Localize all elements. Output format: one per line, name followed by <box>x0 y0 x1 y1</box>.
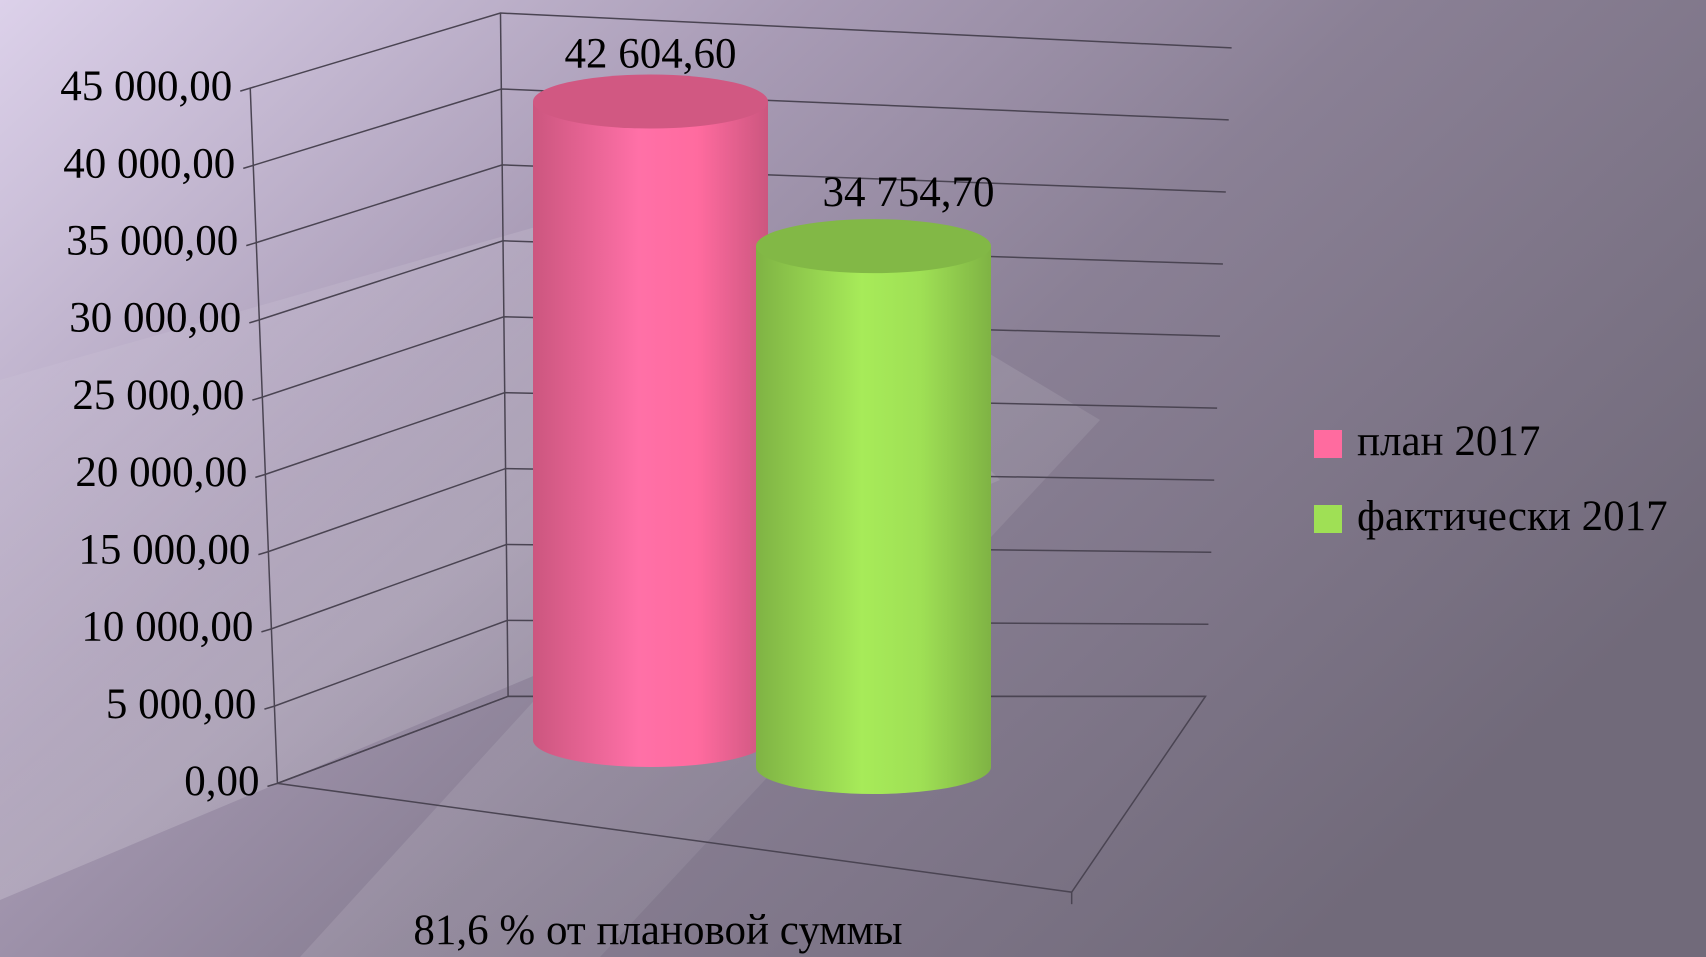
y-tick-label: 0,00 <box>184 758 259 805</box>
grid-line <box>246 164 1226 247</box>
cylinder-body <box>533 101 768 767</box>
y-tick-label: 45 000,00 <box>60 63 232 110</box>
y-tick-label: 15 000,00 <box>78 526 250 573</box>
cylinder <box>756 219 991 794</box>
grid-line <box>243 88 1229 170</box>
y-tick-label: 20 000,00 <box>75 449 247 496</box>
y-tick-label: 10 000,00 <box>81 604 253 651</box>
x-axis-label: 81,6 % от плановой суммы <box>413 907 902 954</box>
data-label: 34 754,70 <box>823 169 995 216</box>
y-tick-label: 30 000,00 <box>69 295 241 342</box>
legend-swatch <box>1314 505 1342 533</box>
grid-line <box>240 12 1232 92</box>
cylinder-body <box>756 246 991 794</box>
y-tick-label: 25 000,00 <box>72 372 244 419</box>
axis-line <box>249 88 279 784</box>
axis-line <box>499 13 509 697</box>
cylinder <box>533 74 768 767</box>
y-tick-label: 5 000,00 <box>106 681 257 728</box>
legend-label: фактически 2017 <box>1357 493 1668 540</box>
data-label: 42 604,60 <box>565 30 737 77</box>
legend-label: план 2017 <box>1357 418 1540 465</box>
cylinder-top <box>756 219 991 274</box>
cylinder-top <box>533 74 768 129</box>
y-tick-label: 40 000,00 <box>63 140 235 187</box>
y-tick-label: 35 000,00 <box>66 217 238 264</box>
legend-swatch <box>1314 430 1342 458</box>
